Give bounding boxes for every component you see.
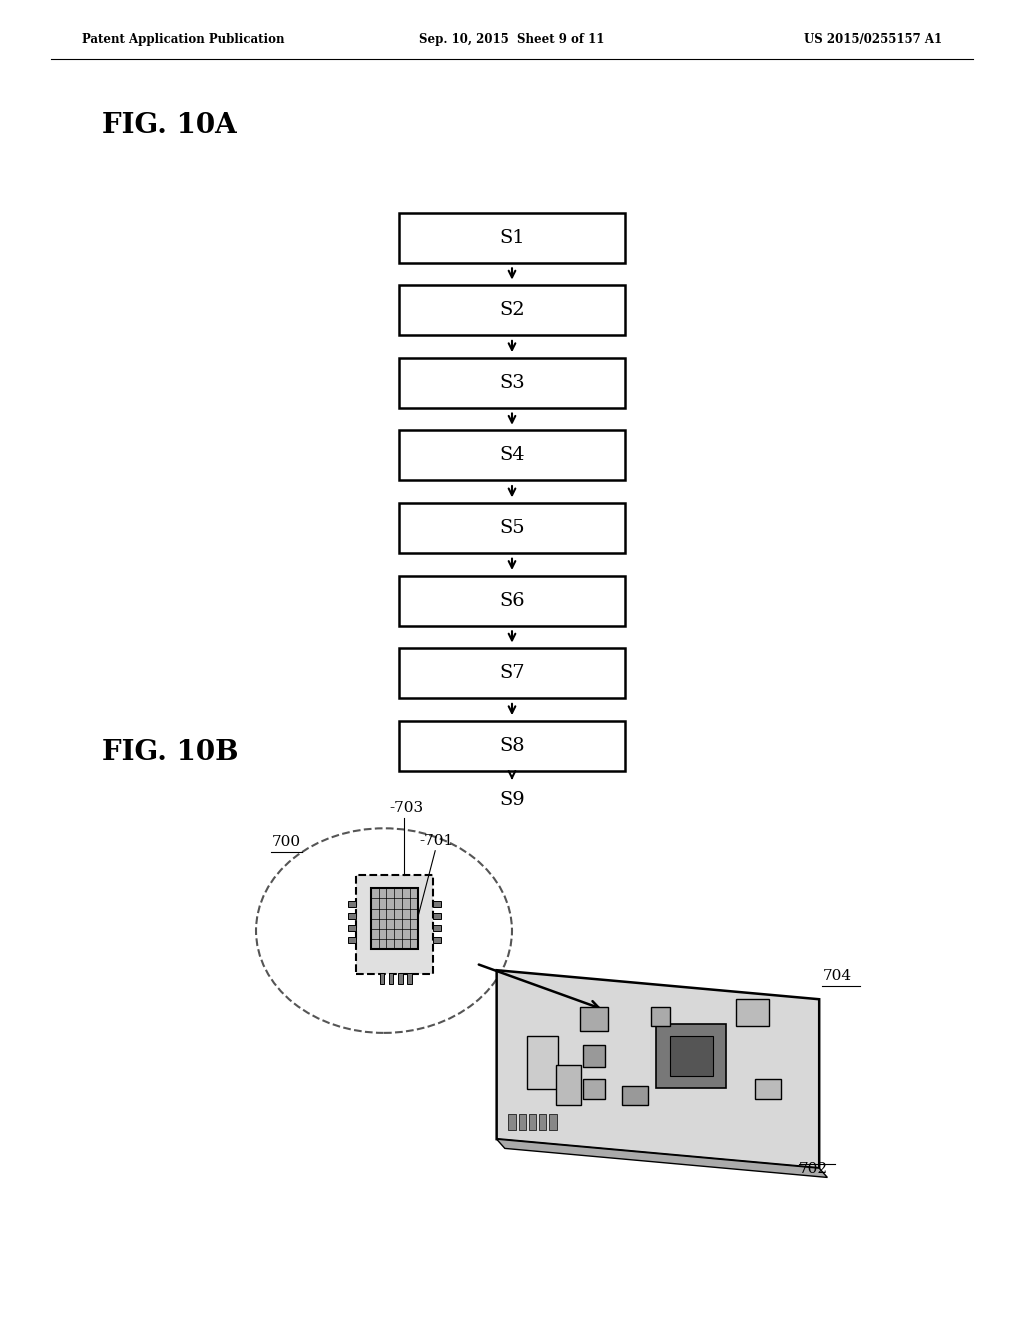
- Text: 702: 702: [799, 1162, 827, 1176]
- Text: Patent Application Publication: Patent Application Publication: [82, 33, 285, 46]
- Text: -701: -701: [420, 834, 454, 849]
- Bar: [623, 1086, 648, 1105]
- Bar: [670, 1036, 713, 1076]
- Bar: [348, 937, 356, 942]
- Text: US 2015/0255157 A1: US 2015/0255157 A1: [804, 33, 942, 46]
- Bar: [432, 925, 440, 931]
- Bar: [399, 648, 625, 698]
- Text: S4: S4: [499, 446, 525, 465]
- Bar: [348, 913, 356, 919]
- Ellipse shape: [256, 829, 512, 1032]
- Text: S5: S5: [499, 519, 525, 537]
- Bar: [519, 1114, 526, 1130]
- Text: FIG. 10A: FIG. 10A: [102, 112, 238, 139]
- Bar: [399, 576, 625, 626]
- Text: Sep. 10, 2015  Sheet 9 of 11: Sep. 10, 2015 Sheet 9 of 11: [419, 33, 605, 46]
- Bar: [540, 1114, 547, 1130]
- Text: 704: 704: [822, 969, 851, 983]
- Polygon shape: [497, 970, 819, 1168]
- Text: S3: S3: [499, 374, 525, 392]
- Bar: [399, 213, 625, 263]
- Bar: [348, 925, 356, 931]
- Bar: [389, 974, 393, 985]
- Bar: [550, 1114, 557, 1130]
- Bar: [556, 1065, 582, 1105]
- Bar: [399, 721, 625, 771]
- Bar: [583, 1045, 605, 1067]
- Bar: [736, 999, 769, 1026]
- Text: S6: S6: [499, 591, 525, 610]
- Bar: [756, 1080, 781, 1098]
- Text: S1: S1: [499, 228, 525, 247]
- Text: S7: S7: [499, 664, 525, 682]
- Bar: [356, 874, 433, 974]
- Text: S9: S9: [499, 791, 525, 809]
- Polygon shape: [497, 1139, 827, 1177]
- Bar: [408, 974, 412, 985]
- Bar: [432, 937, 440, 942]
- Text: 700: 700: [271, 836, 300, 849]
- Bar: [651, 1007, 670, 1026]
- Bar: [529, 1114, 537, 1130]
- Text: S2: S2: [499, 301, 525, 319]
- Text: S8: S8: [499, 737, 525, 755]
- Bar: [527, 1036, 558, 1089]
- Bar: [371, 888, 418, 949]
- Bar: [432, 902, 440, 907]
- Text: FIG. 10B: FIG. 10B: [102, 739, 239, 766]
- Bar: [656, 1024, 726, 1088]
- Bar: [380, 974, 384, 985]
- Text: -703: -703: [389, 801, 423, 816]
- Bar: [399, 503, 625, 553]
- Bar: [583, 1080, 605, 1098]
- Bar: [508, 1114, 515, 1130]
- Bar: [432, 913, 440, 919]
- Bar: [348, 902, 356, 907]
- Bar: [399, 358, 625, 408]
- Bar: [398, 974, 402, 985]
- Bar: [580, 1007, 608, 1031]
- Bar: [399, 285, 625, 335]
- Bar: [399, 430, 625, 480]
